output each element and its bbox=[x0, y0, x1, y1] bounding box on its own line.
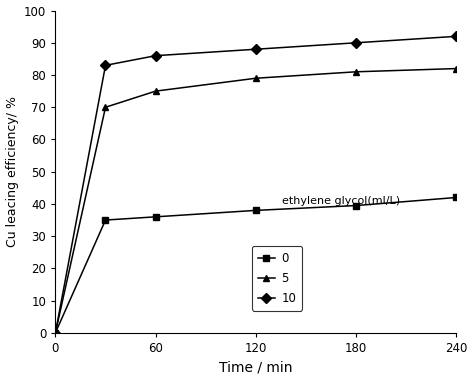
0 bbox=[253, 208, 259, 213]
0 bbox=[103, 218, 108, 222]
Text: ethylene glycol(ml/L): ethylene glycol(ml/L) bbox=[282, 196, 400, 206]
Line: 0: 0 bbox=[52, 194, 460, 336]
Line: 10: 10 bbox=[52, 33, 460, 336]
5 bbox=[103, 105, 108, 109]
10 bbox=[103, 63, 108, 68]
0 bbox=[454, 195, 459, 200]
0 bbox=[353, 203, 359, 208]
X-axis label: Time / min: Time / min bbox=[219, 361, 293, 374]
Y-axis label: Cu leacing efficiency/ %: Cu leacing efficiency/ % bbox=[6, 96, 18, 247]
5 bbox=[53, 331, 58, 335]
Legend: 0, 5, 10: 0, 5, 10 bbox=[252, 246, 302, 311]
0 bbox=[153, 215, 158, 219]
10 bbox=[153, 54, 158, 58]
10 bbox=[353, 41, 359, 45]
5 bbox=[253, 76, 259, 81]
10 bbox=[454, 34, 459, 39]
5 bbox=[153, 89, 158, 93]
Line: 5: 5 bbox=[52, 65, 460, 336]
0 bbox=[53, 331, 58, 335]
10 bbox=[253, 47, 259, 52]
10 bbox=[53, 331, 58, 335]
5 bbox=[454, 66, 459, 71]
5 bbox=[353, 70, 359, 74]
